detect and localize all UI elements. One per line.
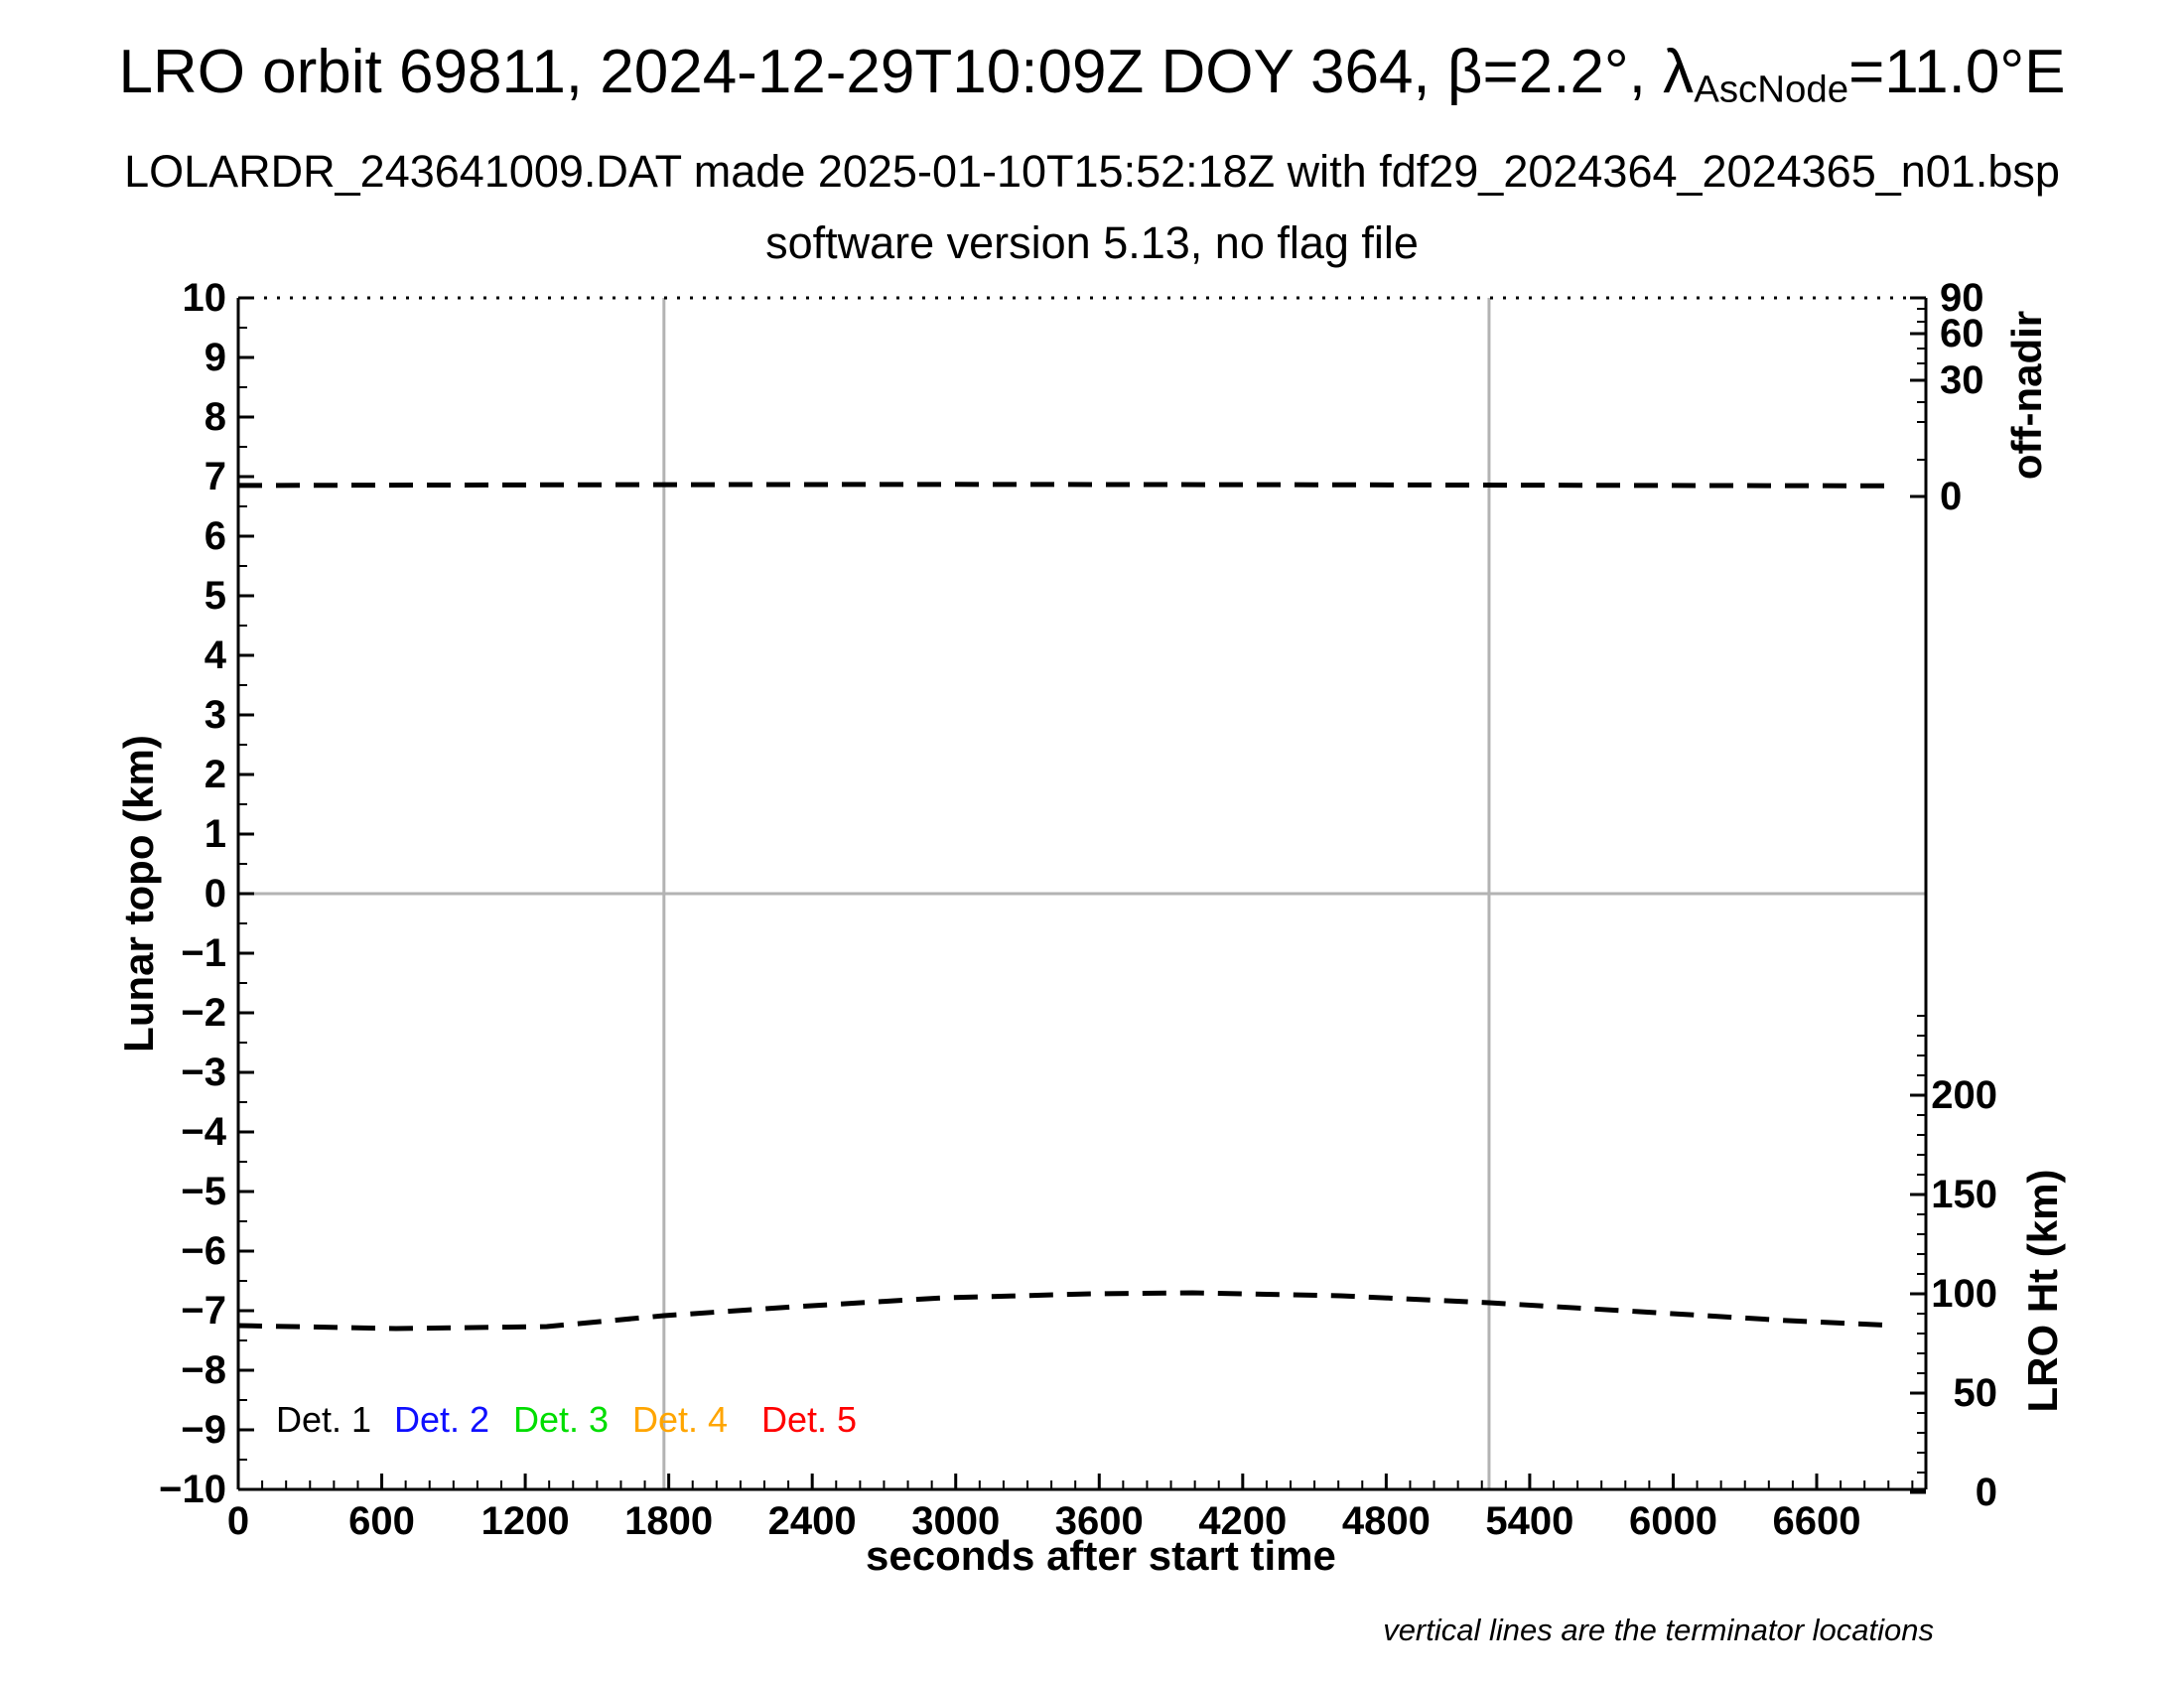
software-version-line: software version 5.13, no flag file — [765, 217, 1419, 268]
x-tick-label: 4200 — [1198, 1499, 1288, 1543]
off-nadir-curve — [237, 482, 1896, 489]
x-tick-label: 5400 — [1485, 1499, 1574, 1543]
y-left-tick-label: 8 — [204, 395, 226, 439]
title-lambda-subscript: AscNode — [1694, 68, 1849, 111]
legend-item-det-3: Det. 3 — [513, 1399, 610, 1440]
x-tick-label: 6600 — [1772, 1499, 1861, 1543]
off-nadir-tick-label: 90 — [1940, 276, 1984, 320]
y-left-tick-label: −6 — [181, 1229, 226, 1273]
y-left-tick-label: 9 — [204, 336, 226, 379]
page-title: LRO orbit 69811, 2024-12-29T10:09Z DOY 3… — [0, 42, 2184, 109]
subtitle-filename: LOLARDR_243641009.DAT made 2025-01-10T15… — [124, 146, 2060, 197]
lro-ht-tick-label: 50 — [1953, 1371, 1998, 1415]
y-left-tick-label: 6 — [204, 514, 226, 558]
y-left-tick-label: −7 — [181, 1289, 226, 1333]
y-left-tick-label: −9 — [181, 1408, 226, 1452]
legend-item-det-5: Det. 5 — [761, 1399, 858, 1440]
y-left-tick-label: 4 — [204, 633, 226, 677]
lro-ht-tick-label: 100 — [1931, 1272, 1997, 1316]
y-left-tick-label: 2 — [204, 753, 226, 796]
x-tick-label: 1800 — [624, 1499, 714, 1543]
y-left-tick-label: −5 — [181, 1170, 226, 1213]
x-tick-label: 2400 — [767, 1499, 857, 1543]
legend-item-det-1: Det. 1 — [276, 1399, 372, 1440]
x-tick-label: 3000 — [911, 1499, 1001, 1543]
y-left-tick-label: 1 — [204, 812, 226, 856]
x-tick-label: 4800 — [1341, 1499, 1431, 1543]
lro-ht-tick-label: 150 — [1931, 1173, 1997, 1216]
x-axis-title: seconds after start time — [866, 1532, 1336, 1579]
y-left-tick-label: 5 — [204, 574, 226, 618]
legend-item-det-4: Det. 4 — [632, 1399, 729, 1440]
y-left-tick-label: −10 — [159, 1468, 226, 1511]
legend-item-det-2: Det. 2 — [394, 1399, 490, 1440]
y-left-tick-label: 3 — [204, 693, 226, 737]
title-main: LRO orbit 69811, 2024-12-29T10:09Z DOY 3… — [118, 38, 1695, 106]
off-nadir-tick-label: 60 — [1940, 312, 1984, 355]
y-left-tick-label: −4 — [181, 1110, 226, 1154]
y-left-tick-label: 10 — [182, 276, 227, 320]
x-tick-label: 1200 — [480, 1499, 570, 1543]
title-tail: =11.0°E — [1848, 38, 2066, 106]
off-nadir-tick-label: 0 — [1940, 475, 1963, 518]
y-left-tick-label: 7 — [204, 455, 226, 498]
lro-height-curve — [237, 1290, 1896, 1332]
x-tick-label: 600 — [348, 1499, 415, 1543]
lro-ht-tick-label: 0 — [1975, 1471, 1997, 1514]
x-tick-label: 0 — [226, 1499, 250, 1543]
x-tick-label: 6000 — [1628, 1499, 1717, 1543]
y-left-tick-label: −2 — [181, 991, 226, 1035]
lro-ht-tick-label: 200 — [1931, 1073, 1997, 1117]
y-left-tick-label: −8 — [181, 1348, 226, 1392]
x-tick-label: 3600 — [1054, 1499, 1144, 1543]
y-left-tick-label: −3 — [181, 1051, 226, 1094]
off-nadir-tick-label: 30 — [1940, 358, 1984, 402]
y-left-tick-label: −1 — [181, 931, 226, 975]
y-left-tick-label: 0 — [204, 872, 226, 915]
terminator-note: vertical lines are the terminator locati… — [1383, 1613, 1934, 1647]
